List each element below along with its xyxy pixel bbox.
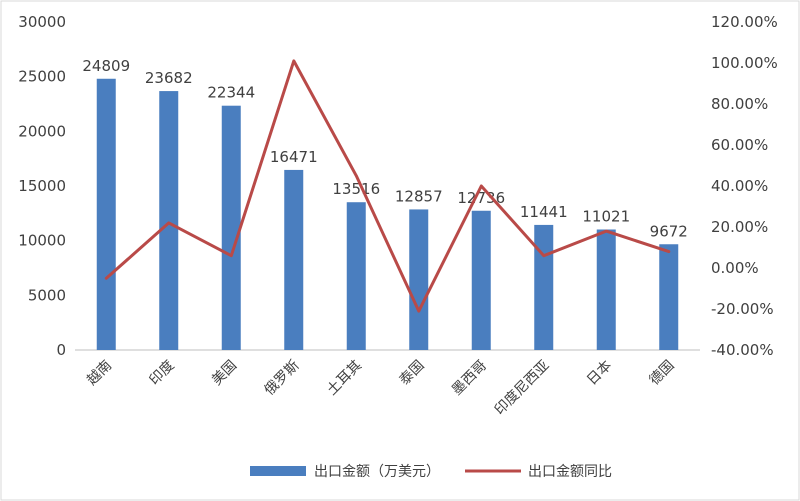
left-tick-label: 0 [56,341,66,359]
line-point [418,310,420,312]
line-point [668,251,670,253]
left-tick-label: 10000 [18,232,66,250]
bar [409,209,429,350]
category-axis: 越南 印度 美国 俄罗斯 土耳其 泰国 墨西哥 印度尼西亚 日本 德国 [84,358,678,419]
left-tick-label: 30000 [18,13,66,31]
left-tick-label: 25000 [18,68,66,86]
legend-bar-label: 出口金额（万美元） [314,464,440,480]
bar [159,91,179,351]
line-point [605,230,607,232]
bar-data-label: 12736 [457,189,505,207]
bar-data-label: 13516 [332,180,380,198]
bar-data-label: 9672 [650,222,688,240]
line-point [355,175,357,177]
left-tick-label: 20000 [18,122,66,140]
bar-data-label: 23682 [145,69,193,87]
bar [659,244,679,350]
category-label: 墨西哥 [449,358,490,399]
bar [284,169,304,350]
line-series [104,59,671,313]
bar [96,78,116,350]
bar-data-label: 22344 [207,84,255,102]
bar [471,210,491,350]
category-label: 印度 [146,358,177,389]
bar [534,224,554,350]
left-tick-label: 15000 [18,177,66,195]
right-tick-label: 60.00% [711,136,768,154]
bar-data-label: 24809 [82,57,130,75]
bar-data-label: 11021 [582,208,630,226]
right-tick-label: 120.00% [711,13,778,31]
category-label: 印度尼西亚 [492,358,553,419]
right-tick-label: -40.00% [711,341,774,359]
bar-data-labels: 24809 23682 22344 16471 13516 12857 12736 11441… [82,57,687,240]
category-label: 泰国 [396,358,427,389]
line-point [105,277,107,279]
legend-bar-swatch [250,466,306,476]
right-tick-label: 80.00% [711,95,768,113]
right-tick-label: 0.00% [711,259,759,277]
bar [346,202,366,350]
category-label: 俄罗斯 [262,358,303,399]
legend-line-label: 出口金额同比 [528,464,612,480]
line-point [168,222,170,224]
right-axis: -40.00% -20.00% 0.00% 20.00% 40.00% 60.00% 80.… [711,13,778,359]
category-label: 土耳其 [324,358,365,399]
category-label: 德国 [646,358,677,389]
line-point [543,255,545,257]
line-point [293,60,295,62]
category-label: 美国 [209,358,240,389]
bar-series [96,78,679,351]
bar [596,229,616,350]
bar-data-label: 16471 [270,148,318,166]
right-tick-label: 40.00% [711,177,768,195]
bar-data-label: 12857 [395,187,443,205]
bar [221,105,241,350]
right-tick-label: -20.00% [711,300,774,318]
line-point [230,255,232,257]
right-tick-label: 100.00% [711,54,778,72]
category-label: 日本 [584,358,615,389]
category-label: 越南 [84,358,115,389]
left-axis: 0 5000 10000 15000 20000 25000 30000 [18,13,66,359]
bar-data-label: 11441 [520,203,568,221]
right-tick-label: 20.00% [711,218,768,236]
left-tick-label: 5000 [28,286,66,304]
line-point [480,185,482,187]
legend: 出口金额（万美元） 出口金额同比 [250,464,612,480]
yoy-line [104,59,671,313]
